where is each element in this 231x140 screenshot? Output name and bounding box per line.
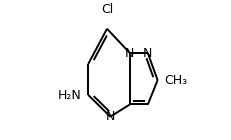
Text: N: N bbox=[125, 47, 134, 60]
Text: H₂N: H₂N bbox=[57, 88, 81, 102]
Text: N: N bbox=[143, 47, 152, 60]
Text: CH₃: CH₃ bbox=[164, 74, 187, 87]
Text: N: N bbox=[105, 110, 115, 123]
Text: Cl: Cl bbox=[100, 3, 113, 16]
